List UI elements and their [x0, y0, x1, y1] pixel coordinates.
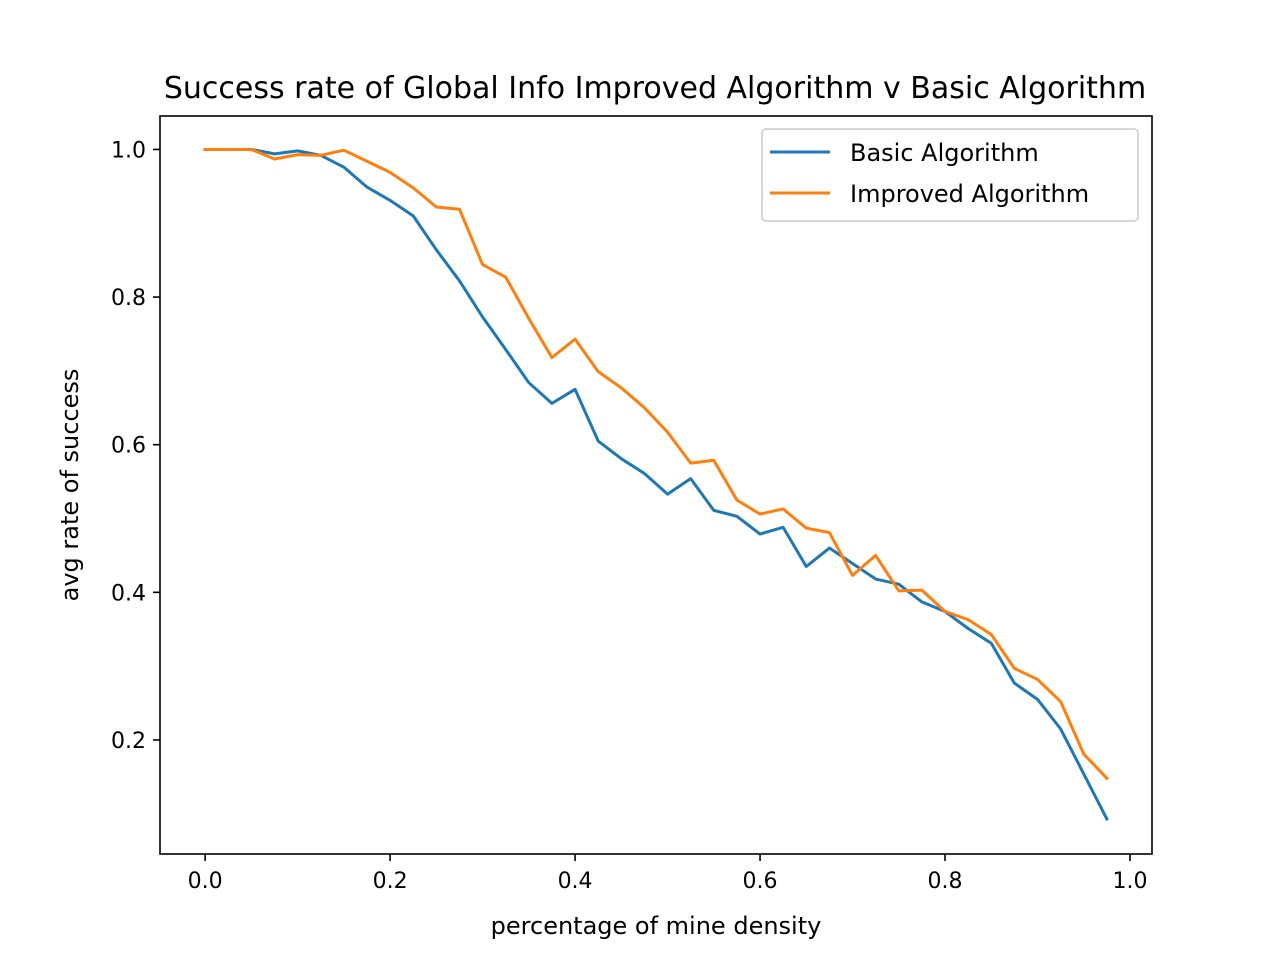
legend-label-improved: Improved Algorithm [850, 180, 1089, 208]
plot-frame [159, 115, 1153, 855]
y-tick-label: 0.8 [111, 286, 146, 311]
x-axis: 0.0 0.2 0.4 0.6 0.8 1.0 [188, 854, 1147, 894]
x-tick-label: 0.6 [743, 869, 778, 894]
x-tick-label: 0.0 [188, 869, 223, 894]
y-tick-label: 0.2 [111, 729, 146, 754]
y-axis-label: avg rate of success [56, 369, 84, 602]
y-tick-label: 0.4 [111, 581, 146, 606]
legend-box [761, 128, 1139, 222]
y-tick-label: 0.6 [111, 434, 146, 459]
legend: Basic Algorithm Improved Algorithm [761, 128, 1139, 222]
x-tick-label: 0.2 [373, 869, 408, 894]
legend-label-basic: Basic Algorithm [850, 139, 1039, 167]
x-axis-label: percentage of mine density [491, 912, 822, 940]
x-tick-label: 0.4 [558, 869, 593, 894]
series-line-improved [203, 147, 1109, 781]
y-axis: 0.2 0.4 0.6 0.8 1.0 [111, 138, 160, 754]
x-tick-label: 1.0 [1112, 869, 1147, 894]
x-tick-label: 0.8 [928, 869, 963, 894]
series-line-basic [203, 147, 1109, 821]
chart-title: Success rate of Global Info Improved Alg… [164, 71, 1146, 106]
y-tick-label: 1.0 [111, 138, 146, 163]
series-layer [203, 147, 1109, 821]
